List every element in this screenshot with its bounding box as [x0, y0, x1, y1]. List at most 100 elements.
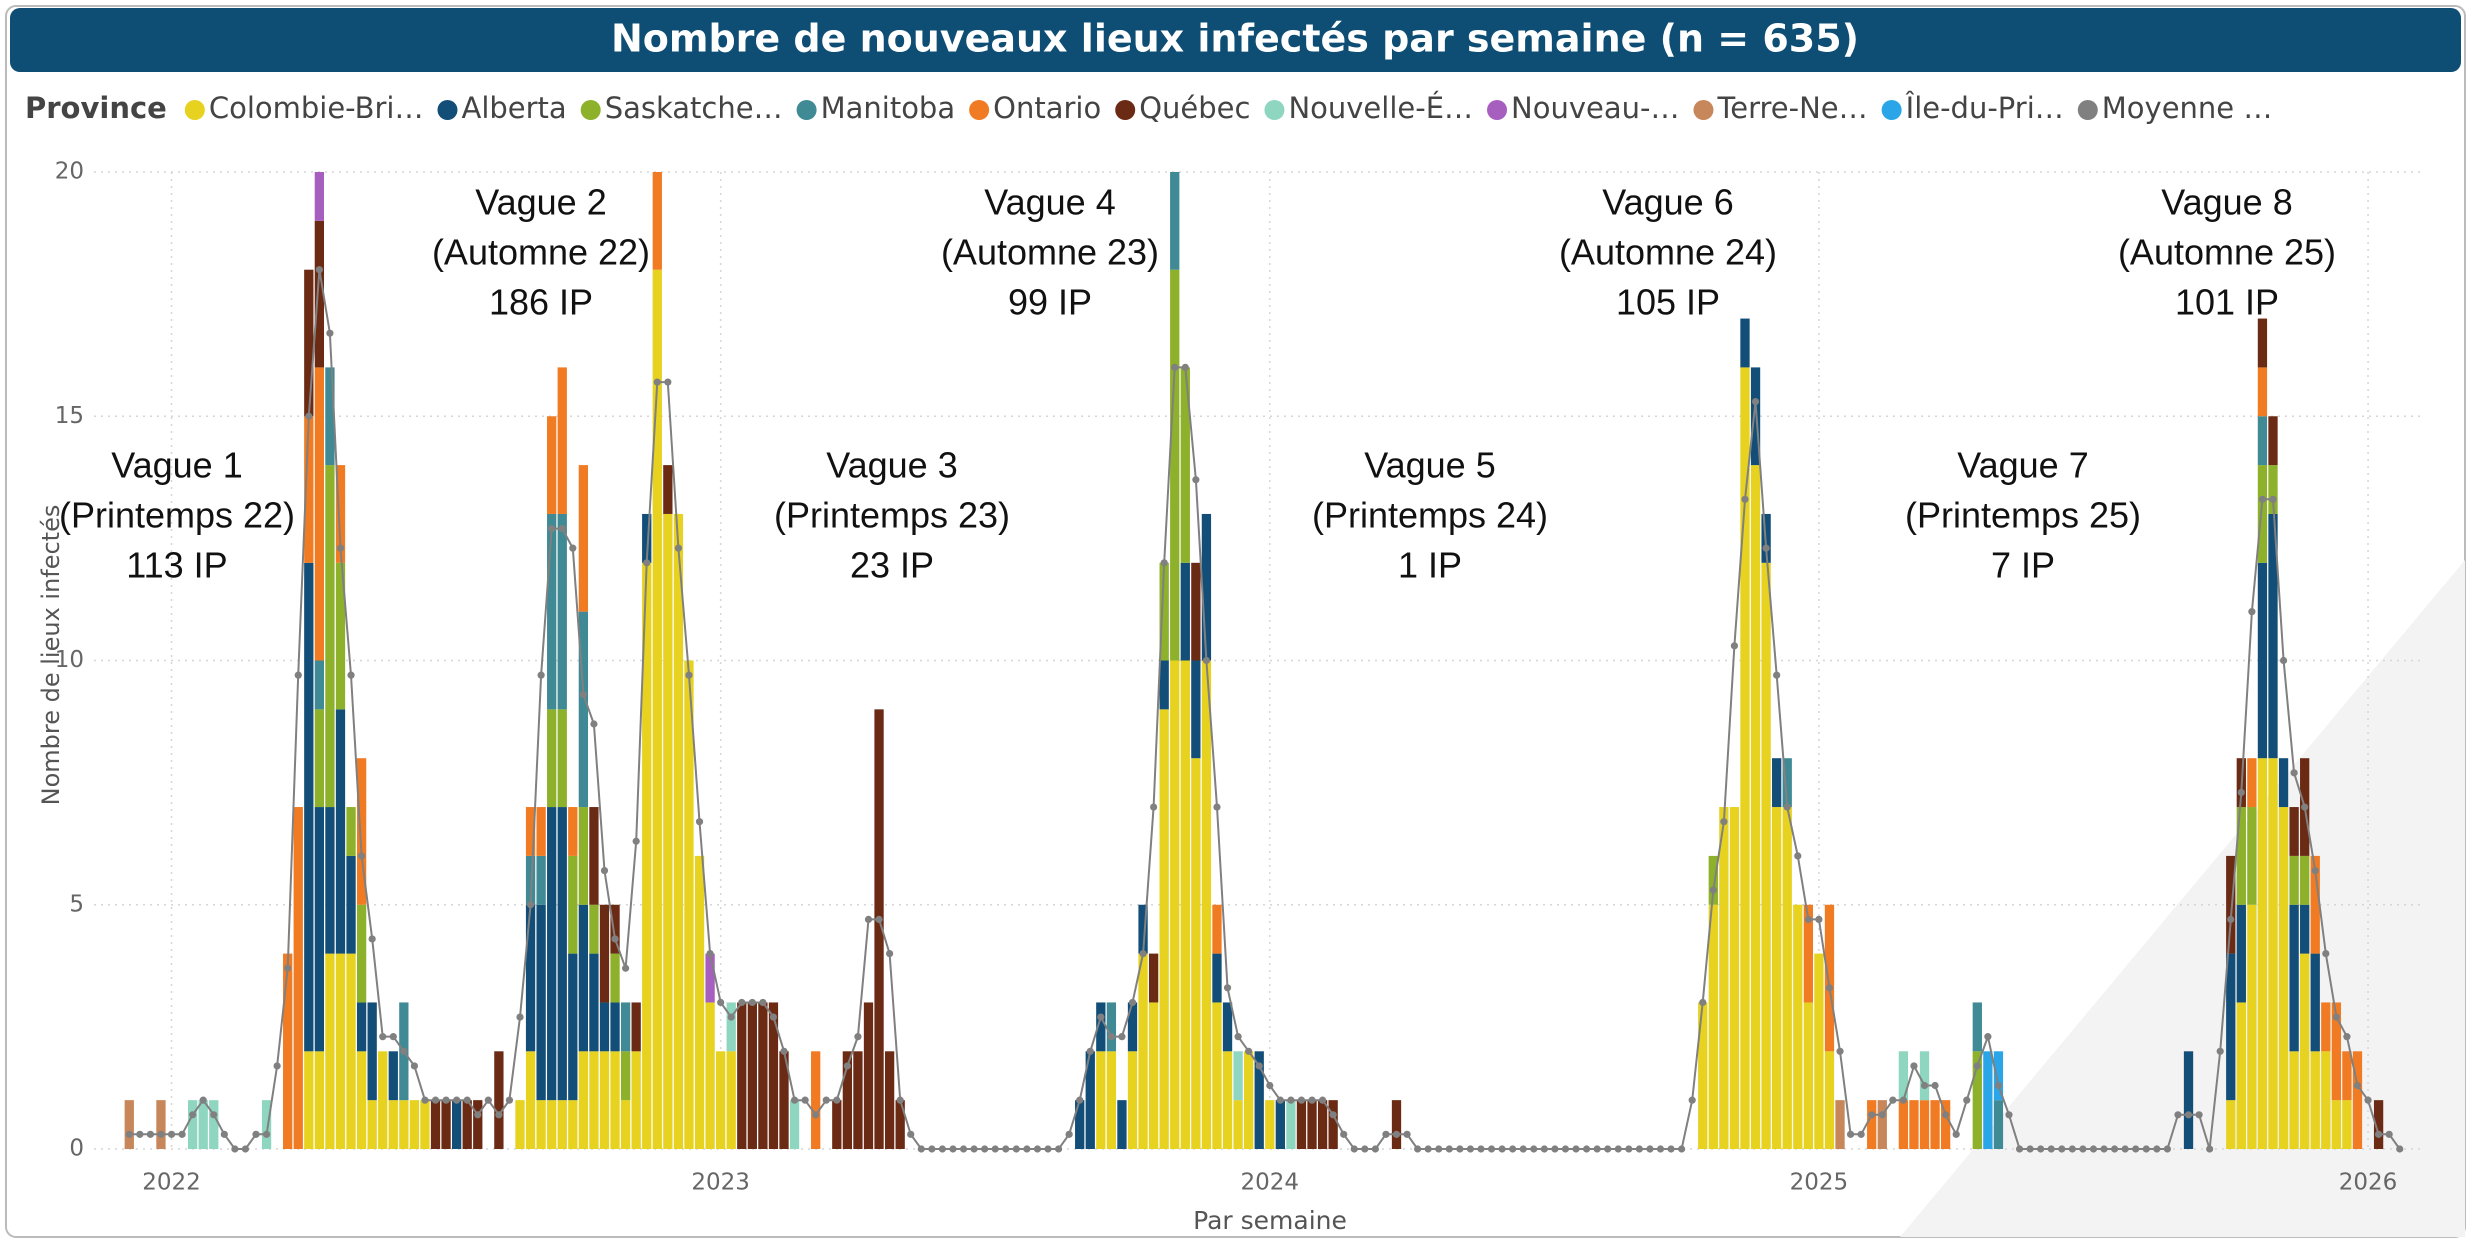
- average-point: [2153, 1145, 2161, 1153]
- average-point: [1308, 1096, 1316, 1104]
- average-point: [569, 544, 577, 552]
- bar-segment: [1159, 709, 1169, 1149]
- bar-segment: [1096, 1002, 1106, 1052]
- average-point: [1477, 1145, 1485, 1153]
- average-point: [611, 935, 619, 943]
- average-point: [1825, 984, 1834, 992]
- bar-segment: [2300, 855, 2310, 905]
- bar-segment: [441, 1100, 451, 1149]
- average-point: [1910, 1062, 1918, 1070]
- average-point: [2301, 803, 2309, 811]
- bar-segment: [578, 465, 589, 612]
- bar-segment: [620, 1002, 631, 1052]
- bar-segment: [589, 953, 599, 1052]
- legend-swatch: [580, 100, 601, 120]
- average-point: [1804, 915, 1812, 924]
- bar-segment: [2268, 465, 2278, 514]
- average-point: [189, 1111, 197, 1119]
- bar-segment: [1170, 172, 1180, 270]
- bar-segment: [1740, 318, 1750, 368]
- bar-segment: [610, 1002, 620, 1052]
- bar-segment: [1222, 1002, 1233, 1052]
- bar-segment: [1138, 904, 1148, 954]
- bar-segment: [325, 465, 335, 808]
- bar-segment: [356, 1002, 367, 1052]
- average-point: [600, 866, 609, 875]
- average-point: [2174, 1111, 2182, 1119]
- bar-segment: [525, 1051, 536, 1149]
- bar-segment: [314, 172, 325, 221]
- annotation: Vague 2: [475, 182, 606, 223]
- average-point: [938, 1145, 947, 1153]
- average-point: [1709, 886, 1717, 894]
- bar-segment: [853, 1051, 863, 1149]
- bar-segment: [536, 807, 546, 856]
- bar-segment: [1212, 953, 1222, 1003]
- average-point: [2396, 1145, 2404, 1153]
- average-point: [2026, 1145, 2034, 1153]
- bar-segment: [2257, 465, 2268, 563]
- legend-label: Ontario: [993, 91, 1101, 125]
- bar-segment: [283, 953, 293, 1149]
- bar-segment: [1191, 758, 1201, 1149]
- bar-segment: [335, 465, 346, 563]
- average-point: [1023, 1145, 1031, 1153]
- legend-label: Manitoba: [821, 91, 956, 125]
- legend-label: Colombie-Bri…: [209, 91, 424, 125]
- bar-segment: [1254, 1051, 1264, 1149]
- bar-segment: [1993, 1051, 2004, 1101]
- average-point: [1097, 1013, 1105, 1021]
- average-point: [2258, 495, 2267, 503]
- bar-segment: [1075, 1100, 1085, 1149]
- bar-segment: [1138, 953, 1148, 1149]
- average-point: [1973, 1062, 1981, 1070]
- bar-segment: [525, 904, 536, 1052]
- chart-title: Nombre de nouveaux lieux infectés par se…: [611, 17, 1859, 61]
- bar-segment: [1127, 1002, 1138, 1052]
- bar-segment: [1898, 1051, 1909, 1101]
- y-tick-label: 20: [55, 159, 84, 185]
- bar-segment: [1803, 1002, 1813, 1149]
- legend-label: Québec: [1139, 91, 1250, 125]
- bar-segment: [314, 807, 325, 1052]
- average-point: [284, 964, 292, 972]
- bar-segment: [335, 562, 346, 710]
- average-point: [1730, 642, 1739, 650]
- average-point: [1646, 1145, 1654, 1153]
- bar-segment: [536, 1100, 546, 1149]
- bar-segment: [642, 513, 652, 563]
- average-point: [1783, 803, 1791, 811]
- bar-segment: [2289, 855, 2299, 905]
- average-point: [1762, 544, 1770, 552]
- bar-segment: [1898, 1100, 1909, 1149]
- bar-segment: [293, 807, 303, 1149]
- average-point: [220, 1130, 228, 1138]
- average-point: [2037, 1145, 2045, 1153]
- average-point: [2184, 1111, 2193, 1119]
- average-point: [2385, 1130, 2393, 1138]
- bar-segment: [2352, 1051, 2363, 1149]
- bar-segment: [314, 367, 325, 661]
- average-point: [2079, 1145, 2087, 1153]
- bar-segment: [1972, 1002, 1982, 1052]
- bar-segment: [673, 513, 684, 1149]
- bar-segment: [2257, 367, 2268, 417]
- average-point: [1984, 1033, 1992, 1041]
- average-point: [379, 1033, 387, 1041]
- average-point: [674, 544, 683, 552]
- average-point: [1720, 818, 1728, 826]
- bar-segment: [589, 807, 599, 905]
- average-point: [1952, 1130, 1960, 1138]
- bar-segment: [2226, 1100, 2236, 1149]
- bar-segment: [1698, 1002, 1708, 1149]
- x-tick-label: 2026: [2339, 1170, 2398, 1196]
- bar-segment: [832, 1100, 842, 1149]
- legend-swatch: [437, 100, 458, 120]
- legend-swatch: [969, 100, 990, 120]
- y-tick-label: 10: [55, 647, 84, 673]
- bar-segment: [694, 855, 705, 1149]
- average-point: [727, 1013, 735, 1021]
- bar-segment: [1993, 1100, 2004, 1149]
- bar-segment: [1940, 1100, 1951, 1149]
- average-point: [1846, 1130, 1855, 1138]
